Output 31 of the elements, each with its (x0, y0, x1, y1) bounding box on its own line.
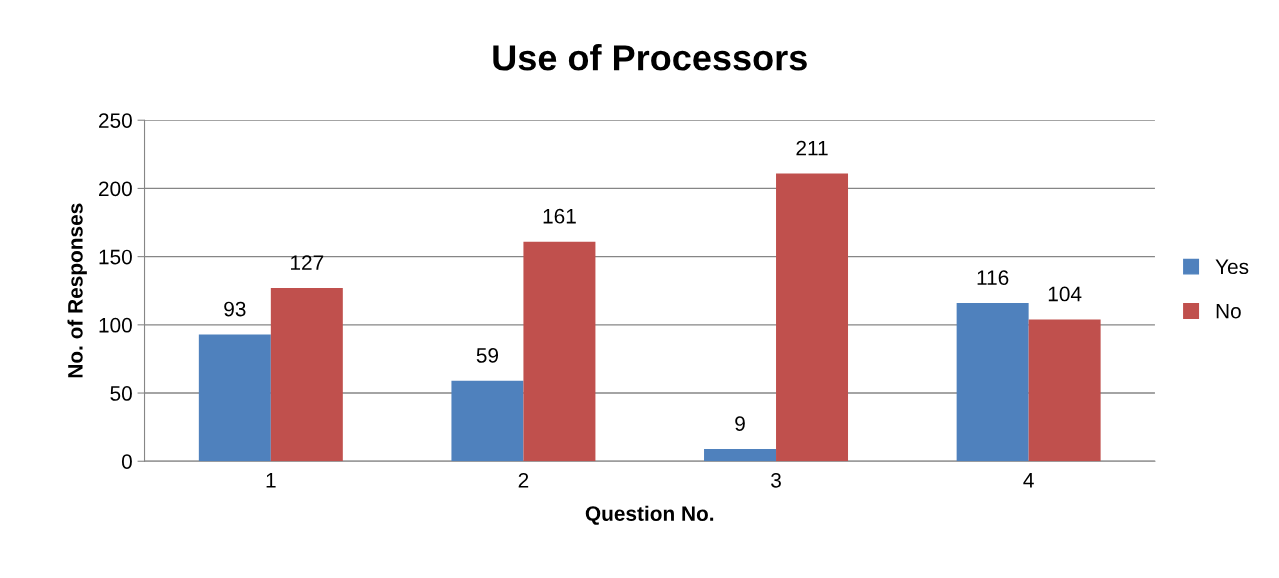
data-label: 104 (1048, 286, 1082, 302)
bar (523, 241, 596, 462)
bar (198, 334, 271, 462)
bar (776, 173, 849, 462)
data-label: 161 (543, 208, 576, 224)
y-tick-label: 250 (99, 113, 132, 128)
legend-label: No (1216, 304, 1241, 319)
data-label: 9 (735, 416, 745, 431)
y-tick-label: 0 (121, 454, 132, 469)
bar (956, 303, 1029, 462)
y-axis-title: No. of Responses (67, 203, 87, 378)
x-tick-label: 1 (266, 473, 276, 488)
x-tick-label: 2 (518, 472, 529, 488)
x-axis-title: Question No. (585, 505, 714, 525)
bar (704, 448, 777, 462)
data-label: 93 (224, 301, 246, 317)
bar (270, 288, 343, 462)
legend-label: Yes (1215, 259, 1249, 275)
y-tick-label: 50 (110, 386, 132, 401)
bar (451, 380, 524, 462)
y-tick-label: 150 (99, 249, 132, 265)
x-tick-label: 4 (1023, 473, 1034, 488)
data-label: 211 (796, 140, 828, 156)
data-label: 127 (291, 255, 324, 270)
bar (1028, 319, 1101, 462)
chart-title: Use of Processors (493, 44, 807, 71)
x-tick-label: 3 (771, 472, 781, 488)
y-tick-label: 200 (99, 181, 132, 197)
y-tick-label: 100 (99, 317, 132, 333)
data-label: 116 (977, 270, 1009, 285)
data-label: 59 (476, 348, 499, 363)
